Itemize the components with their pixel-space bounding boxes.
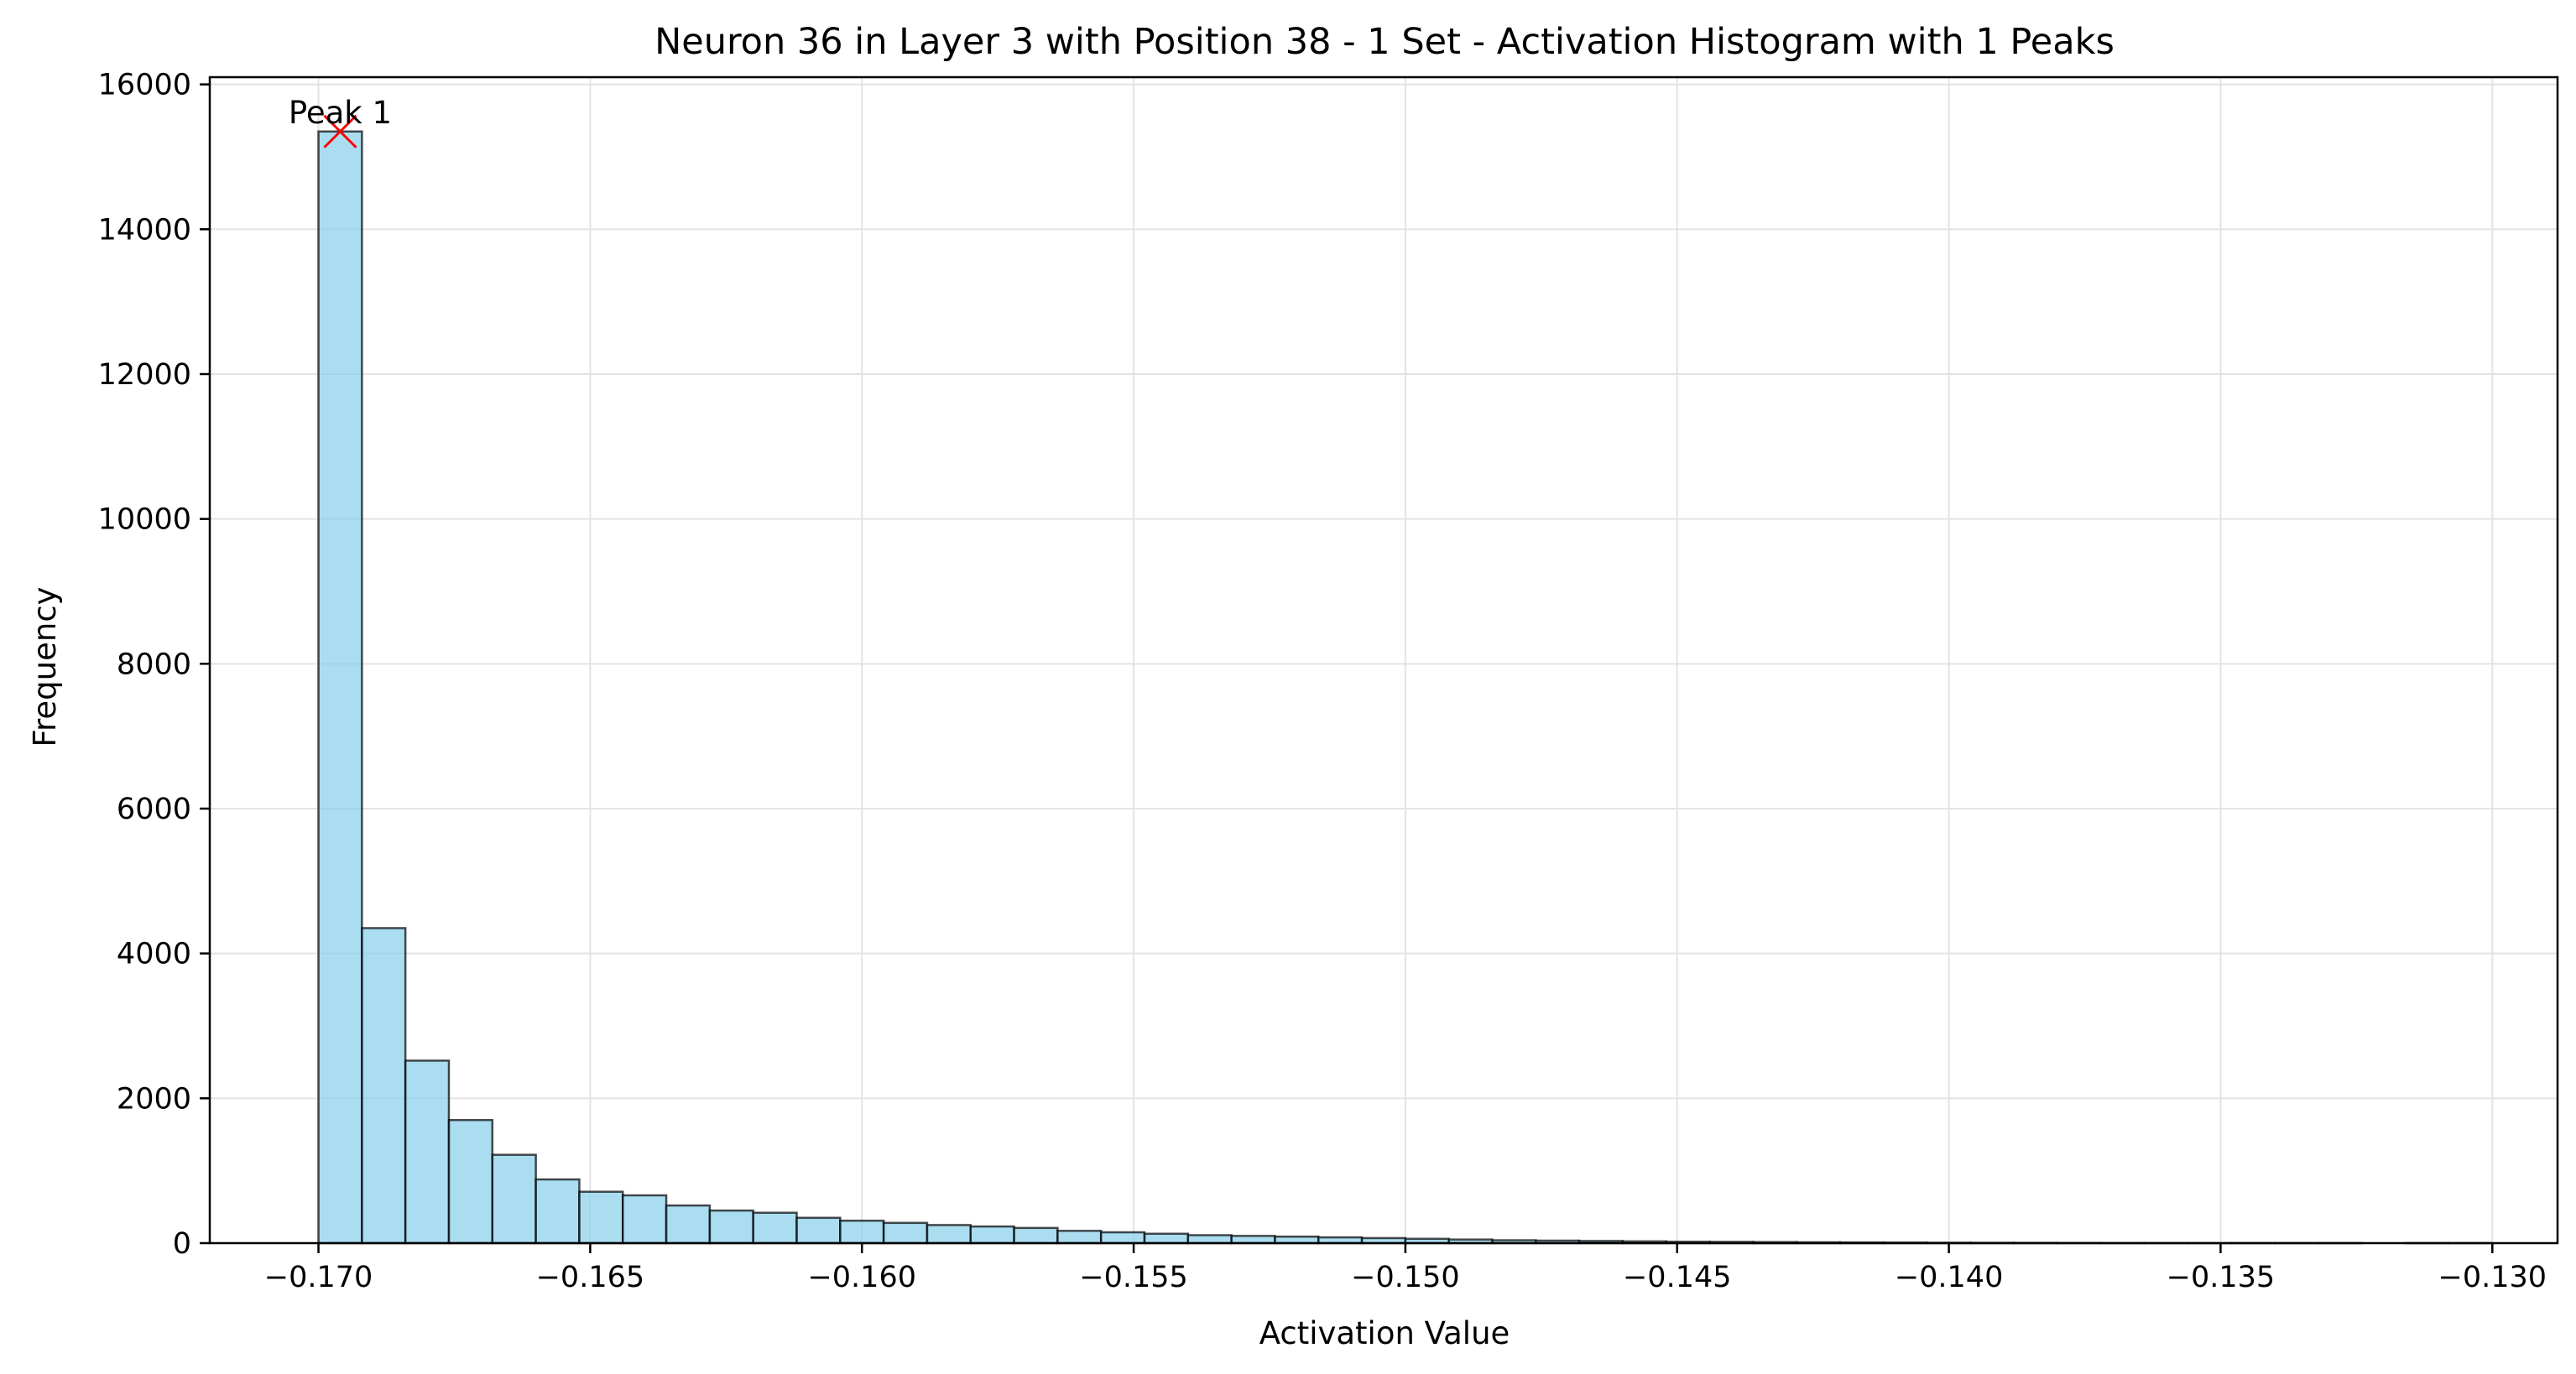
histogram-bar [665,1204,712,1245]
x-axis-label: Activation Value [1259,1315,1510,1351]
x-tick-label: −0.150 [1351,1261,1460,1294]
chart-title: Neuron 36 in Layer 3 with Position 38 - … [654,21,2115,63]
plot-frame [208,75,2559,1245]
x-tick-label: −0.145 [1623,1261,1732,1294]
x-tick-label: −0.160 [807,1261,916,1294]
peak-marker [323,114,357,148]
histogram-bar [1186,1234,1233,1245]
y-axis-label: Frequency [27,586,63,747]
y-tick-label: 16000 [98,69,191,102]
histogram-bar [534,1178,581,1245]
y-tick-label: 0 [173,1227,191,1261]
y-tick-label: 6000 [117,793,191,826]
histogram-bar [1230,1235,1276,1245]
y-axis-ticks: 0 2000 4000 6000 8000 10000 12000 14000 16000 [98,69,210,1261]
x-tick-label: −0.170 [264,1261,373,1294]
peak-label: Peak 1 [289,95,392,131]
histogram-bar [1143,1232,1190,1245]
grid-lines [210,77,2558,1244]
y-tick-label: 14000 [98,213,191,247]
y-tick-label: 4000 [117,938,191,971]
histogram-bar [795,1216,842,1245]
histogram-bar [404,1059,451,1245]
histogram-bar [621,1194,668,1245]
histogram-bar [839,1219,885,1245]
y-tick-label: 10000 [98,503,191,537]
x-tick-label: −0.155 [1079,1261,1188,1294]
histogram-bar [882,1221,929,1245]
histogram-bar [1056,1230,1103,1245]
x-tick-label: −0.140 [1895,1261,2004,1294]
histogram-bar [1013,1226,1059,1245]
histogram-bar [361,927,407,1245]
x-tick-label: −0.165 [536,1261,645,1294]
peak-marker-stroke [323,114,357,148]
histogram-bar [926,1224,973,1245]
x-tick-label: −0.135 [2167,1261,2276,1294]
peak-markers: Peak 1 [289,95,392,148]
histogram-bar [752,1211,798,1245]
histogram-bar [578,1190,624,1245]
histogram-bar [491,1153,537,1245]
y-tick-label: 2000 [117,1082,191,1116]
histogram-bar [1099,1231,1146,1245]
y-tick-label: 12000 [98,358,191,392]
histogram-bar [317,130,363,1245]
histogram-bar [708,1209,754,1245]
y-tick-label: 8000 [117,648,191,681]
histogram-bar [447,1118,494,1245]
x-axis-ticks: −0.170 −0.165 −0.160 −0.155 −0.150 −0.145 −0.1… [264,1243,2547,1294]
x-tick-label: −0.130 [2438,1261,2547,1294]
histogram-bar [969,1225,1015,1245]
